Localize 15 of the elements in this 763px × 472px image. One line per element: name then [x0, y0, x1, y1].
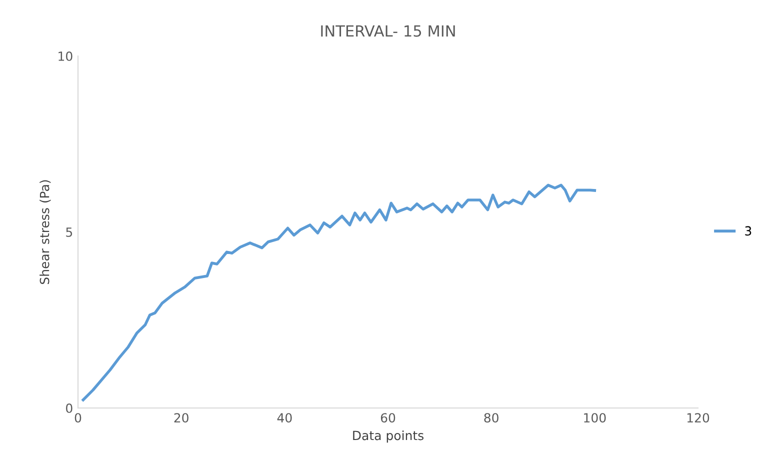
- x-tick-label: 60: [380, 413, 396, 423]
- x-axis-title: Data points: [353, 430, 424, 443]
- line-series: [82, 184, 596, 402]
- x-tick-label: 80: [484, 413, 498, 423]
- chart-title: INTERVAL- 15 MIN: [321, 25, 455, 37]
- y-tick-label: 0: [66, 403, 72, 413]
- x-tick-label: 40: [277, 413, 292, 423]
- x-tick-label: 0: [74, 413, 82, 423]
- legend-label: 3: [745, 226, 752, 236]
- y-tick-label: 10: [58, 51, 72, 61]
- x-tick-label: 100: [584, 413, 606, 423]
- x-tick-label: 20: [174, 413, 188, 423]
- y-tick-label: 5: [66, 228, 72, 237]
- y-axis-title: Shear stress (Pa): [40, 180, 51, 284]
- x-tick-label: 120: [687, 413, 710, 423]
